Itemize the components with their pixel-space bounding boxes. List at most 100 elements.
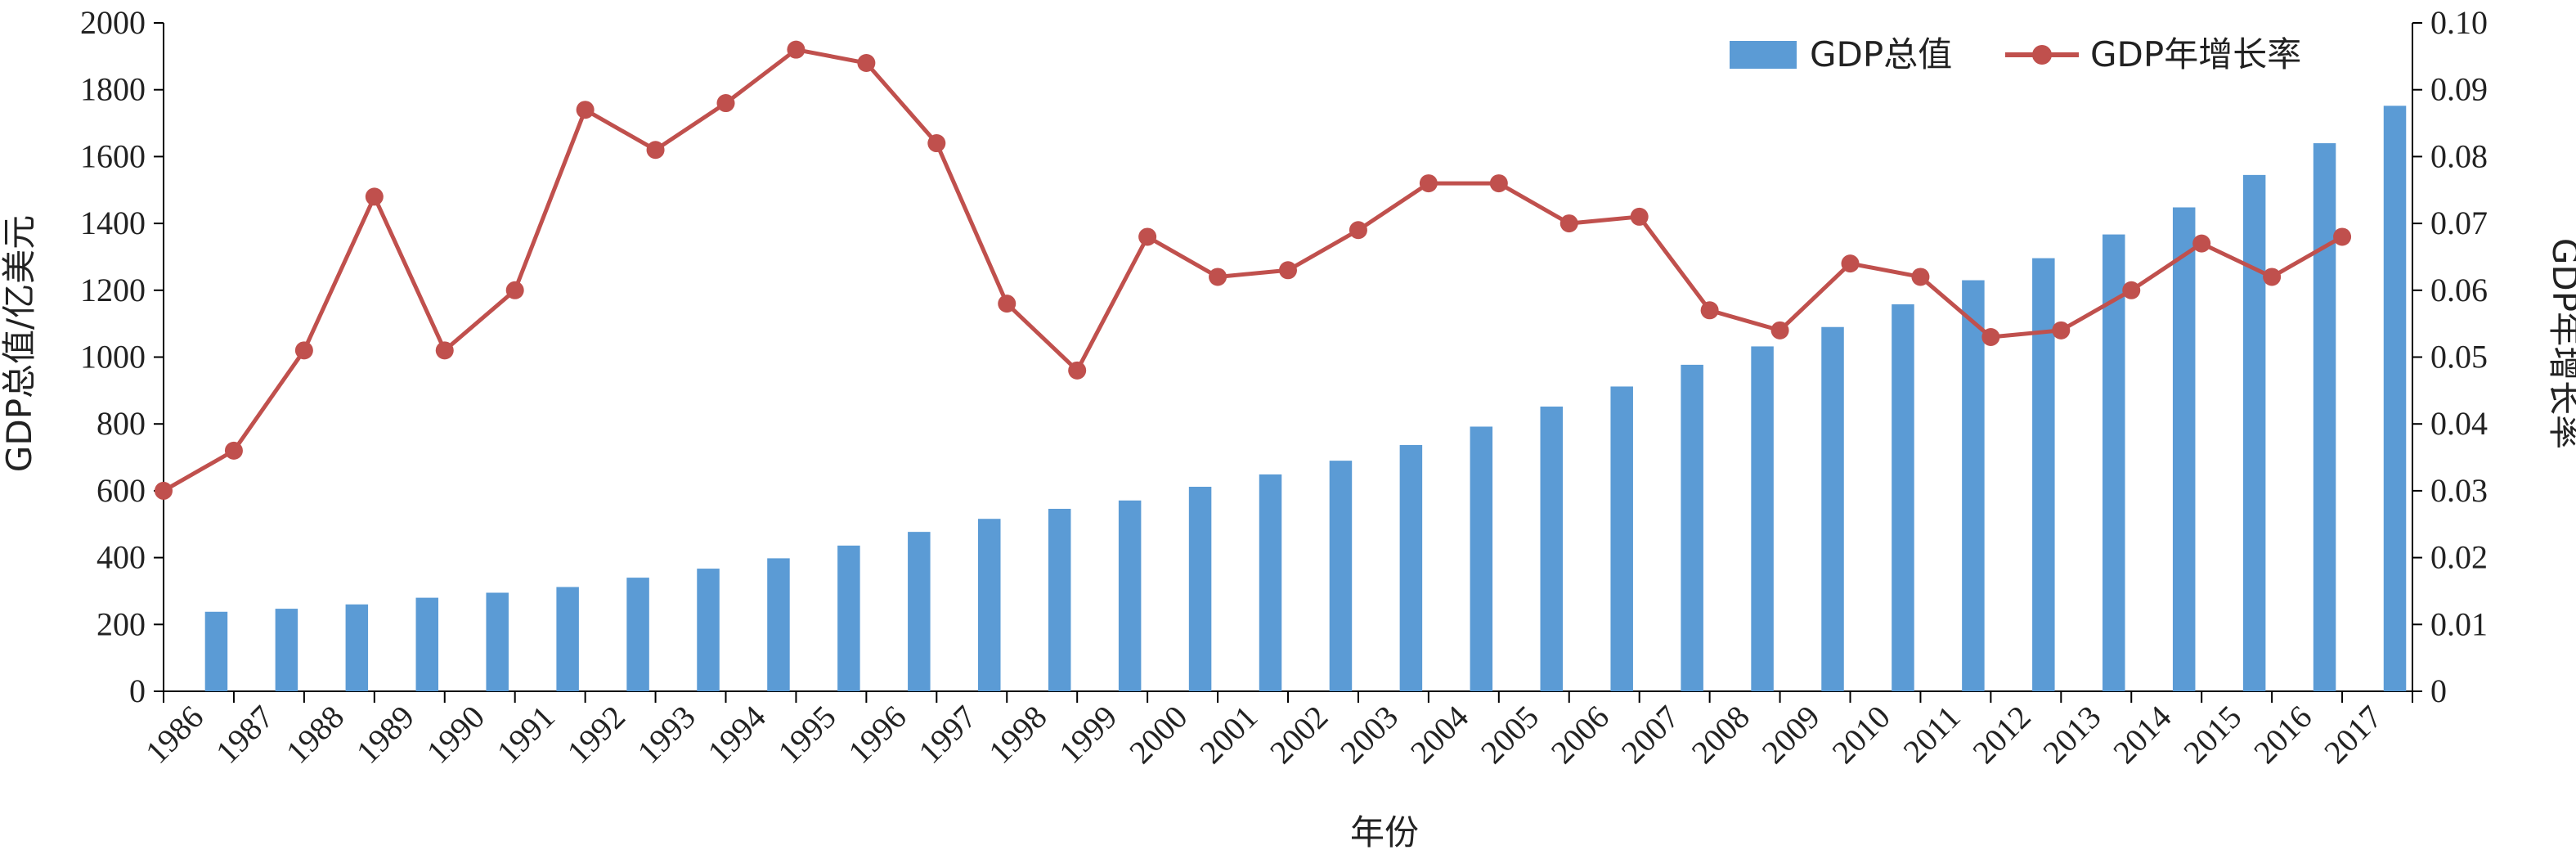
y-right-tick-label: 0.07 <box>2430 205 2488 241</box>
legend-swatch-bar <box>1730 41 1797 69</box>
growth-rate-point <box>1560 214 1578 233</box>
bar <box>1681 364 1703 691</box>
x-tick-label: 2011 <box>1896 699 1967 770</box>
growth-rate-point <box>1911 268 1930 286</box>
bar <box>345 604 369 691</box>
bar <box>486 592 509 691</box>
growth-rate-point <box>1489 174 1508 193</box>
y-left-tick-label: 200 <box>96 605 146 642</box>
y-axis-right-title: GDP年增长率 <box>2545 238 2576 449</box>
growth-rate-point <box>927 134 946 153</box>
bar <box>1048 508 1071 691</box>
bar <box>837 545 860 691</box>
x-tick-label: 2015 <box>2176 699 2248 771</box>
growth-rate-point <box>365 187 384 206</box>
bar <box>1540 406 1564 691</box>
bar <box>2032 258 2055 692</box>
x-tick-label: 2017 <box>2317 699 2389 771</box>
growth-rate-point <box>294 341 313 360</box>
x-tick-label: 2014 <box>2106 699 2178 771</box>
x-tick-label: 2003 <box>1333 699 1405 771</box>
bar <box>1962 280 1985 691</box>
growth-rate-point <box>2052 321 2071 340</box>
x-tick-label: 2012 <box>1965 699 2037 771</box>
x-tick-label: 1991 <box>490 699 562 771</box>
growth-rate-point <box>1630 207 1649 226</box>
bar <box>1470 426 1493 691</box>
axes-layer <box>154 22 2422 703</box>
bars-layer <box>204 106 2407 692</box>
y-left-tick-label: 1400 <box>80 205 146 241</box>
x-tick-label: 1995 <box>770 699 842 771</box>
x-tick-label: 2016 <box>2246 699 2318 771</box>
y-right-tick-label: 0.02 <box>2430 539 2488 576</box>
x-tick-label: 2009 <box>1755 699 1827 771</box>
growth-rate-point <box>2122 281 2141 299</box>
growth-rate-point <box>646 141 665 160</box>
bar <box>556 587 579 691</box>
y-right-tick-label: 0.04 <box>2430 405 2488 442</box>
x-axis-title: 年份 <box>1350 812 1419 852</box>
growth-rate-line <box>162 47 2344 493</box>
bar <box>2383 106 2407 692</box>
bar <box>767 558 790 691</box>
bar <box>1751 346 1774 691</box>
x-tick-label: 2013 <box>2035 699 2107 771</box>
growth-rate-point <box>1138 227 1157 246</box>
x-tick-label: 2008 <box>1685 699 1757 771</box>
growth-rate-point <box>1700 301 1719 320</box>
y-left-tick-label: 0 <box>129 672 146 709</box>
legend-label-line: GDP年增长率 <box>2090 34 2301 74</box>
y-left-tick-label: 1000 <box>80 339 146 376</box>
y-right-tick-label: 0 <box>2430 672 2447 709</box>
x-tick-label: 1990 <box>420 699 491 771</box>
growth-rate-point <box>1981 327 2000 346</box>
x-tick-label: 1989 <box>349 699 421 771</box>
y-left-tick-label: 2000 <box>80 4 146 41</box>
growth-rate-point <box>1841 254 1860 273</box>
growth-rate-point <box>716 94 735 113</box>
bar <box>1329 461 1353 691</box>
growth-rate-point <box>1349 221 1367 240</box>
growth-rate-point <box>1419 174 1438 193</box>
growth-rate-point <box>224 441 243 460</box>
legend-swatch-marker <box>2032 45 2052 65</box>
bar <box>1892 304 1914 691</box>
x-tick-label: 2001 <box>1192 699 1264 771</box>
x-tick-label: 2005 <box>1474 699 1546 771</box>
y-right-tick-label: 0.01 <box>2430 605 2488 642</box>
legend: GDP总值 GDP年增长率 <box>1730 34 2301 74</box>
y-left-tick-label: 600 <box>96 472 146 509</box>
bar <box>908 532 931 691</box>
bar <box>1118 500 1142 691</box>
y-right-tick-label: 0.06 <box>2430 272 2488 308</box>
growth-rate-point <box>1209 268 1227 286</box>
y-right-tick-label: 0.03 <box>2430 472 2488 509</box>
y-left-tick-label: 800 <box>96 405 146 442</box>
bar <box>1399 444 1423 691</box>
bar <box>2172 207 2196 691</box>
bar <box>275 609 298 691</box>
x-tick-label: 1986 <box>138 699 210 771</box>
x-tick-label: 1997 <box>911 699 983 771</box>
y-left-tick-label: 1800 <box>80 71 146 108</box>
bar <box>978 519 1001 691</box>
x-tick-label: 1999 <box>1052 699 1124 771</box>
x-tick-label: 1988 <box>279 699 351 771</box>
bar <box>204 611 228 691</box>
bar <box>2242 174 2266 691</box>
bar <box>697 569 720 691</box>
growth-rate-point <box>1068 361 1087 380</box>
y-right-tick-label: 0.05 <box>2430 339 2488 376</box>
growth-rate-point <box>1279 261 1297 280</box>
x-tick-label: 2002 <box>1263 699 1335 771</box>
growth-rate-point <box>505 281 524 299</box>
x-tick-label: 1994 <box>700 699 772 771</box>
y-axis-left-title: GDP总值/亿美元 <box>0 215 39 472</box>
bar <box>1259 474 1282 691</box>
bar <box>2313 143 2336 691</box>
x-tick-label: 2004 <box>1403 699 1475 771</box>
growth-rate-point <box>2333 227 2352 246</box>
growth-rate-point <box>998 295 1016 313</box>
